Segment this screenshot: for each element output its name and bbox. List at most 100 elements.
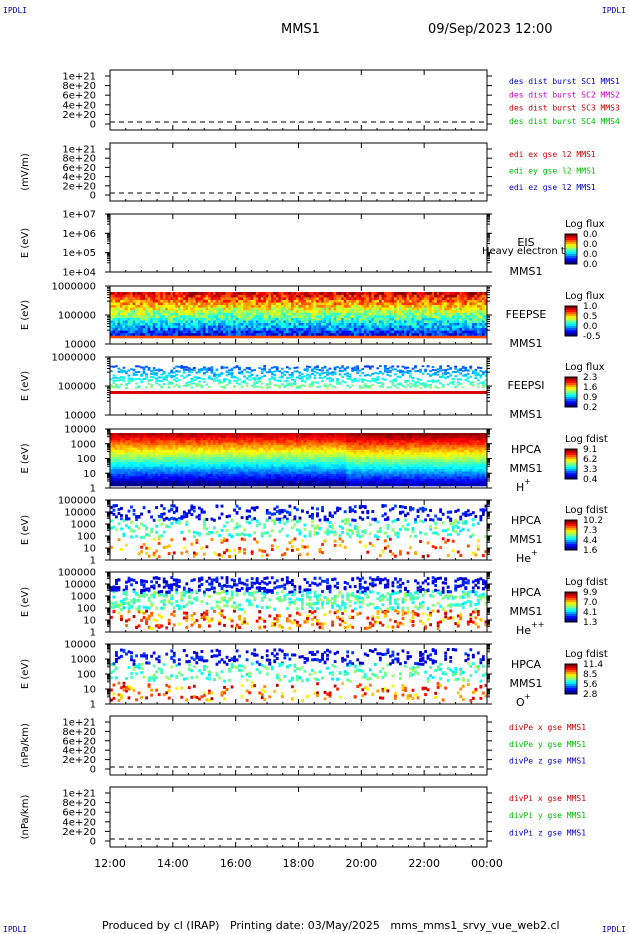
colorbar-step [565, 385, 577, 388]
heatmap-cell [474, 317, 478, 321]
heatmap-cell [285, 299, 289, 303]
heatmap-cell [208, 304, 211, 308]
heatmap-cell [260, 299, 264, 303]
heatmap-cell [110, 447, 113, 451]
heatmap-cell [391, 297, 395, 300]
heatmap-cell [449, 373, 453, 376]
heatmap-cell [110, 315, 113, 318]
heatmap-cell [434, 294, 438, 298]
heatmap-cell [220, 391, 224, 394]
heatmap-cell [245, 370, 249, 373]
heatmap-cell [301, 335, 304, 339]
heatmap-cell [172, 302, 176, 306]
heatmap-cell [240, 292, 244, 295]
heatmap-cell [333, 312, 337, 316]
heatmap-cell [233, 322, 236, 326]
heatmap-cell [454, 332, 458, 336]
heatmap-cell [424, 370, 427, 373]
heatmap-cell [215, 315, 219, 318]
heatmap-cell [265, 309, 269, 313]
heatmap-cell [409, 309, 412, 313]
heatmap-cell [295, 335, 299, 339]
heatmap-cell [110, 464, 113, 468]
heatmap-cell [175, 391, 179, 394]
heatmap-cell [253, 332, 257, 336]
heatmap-cell [230, 376, 234, 379]
heatmap-cell [411, 391, 415, 394]
heatmap-cell [280, 309, 284, 313]
heatmap-cell [459, 327, 463, 331]
heatmap-cell [386, 322, 390, 326]
heatmap-cell [182, 435, 186, 439]
heatmap-cell [275, 330, 279, 334]
heatmap-cell [396, 297, 400, 300]
heatmap-cell [195, 304, 199, 308]
heatmap-cell [371, 327, 375, 331]
heatmap-cell [358, 374, 362, 377]
heatmap-cell [268, 332, 272, 336]
heatmap-cell [127, 476, 131, 480]
heatmap-cell [361, 312, 365, 316]
heatmap-cell [444, 297, 448, 300]
heatmap-cell [444, 292, 448, 295]
heatmap-cell [336, 312, 340, 316]
heatmap-cell [162, 483, 166, 487]
y-tick-label: 6e+20 [62, 91, 96, 102]
heatmap-cell [155, 445, 159, 448]
heatmap-cell [293, 381, 297, 384]
colorbar-step [565, 401, 577, 404]
heatmap-cell [328, 322, 332, 326]
heatmap-cell [240, 330, 244, 334]
heatmap-cell [157, 332, 161, 336]
heatmap-cell [165, 302, 169, 306]
heatmap-cell [285, 304, 289, 308]
heatmap-cell [311, 369, 314, 372]
heatmap-cell [383, 307, 387, 311]
heatmap-cell [165, 461, 169, 465]
heatmap-cell [182, 437, 186, 441]
heatmap-cell [223, 307, 226, 311]
heatmap-cell [436, 297, 440, 300]
heatmap-cell [142, 315, 146, 318]
heatmap-cell [416, 377, 420, 380]
heatmap-cell [125, 391, 128, 394]
heatmap-cell [147, 309, 151, 313]
heatmap-cell [132, 471, 136, 475]
heatmap-cell [414, 335, 417, 339]
heatmap-cell [140, 381, 143, 384]
heatmap-cell [192, 476, 196, 480]
heatmap-cell [225, 297, 229, 300]
heatmap-cell [233, 366, 236, 369]
heatmap-cell [197, 433, 201, 436]
heatmap-cell [358, 327, 362, 331]
heatmap-cell [476, 320, 480, 323]
heatmap-cell [469, 325, 473, 329]
heatmap-cell [132, 292, 136, 295]
heatmap-cell [399, 294, 402, 298]
heatmap-cell [195, 452, 199, 455]
heatmap-cell [195, 294, 199, 298]
heatmap-cell [404, 325, 407, 329]
heatmap-cell [230, 307, 234, 311]
heatmap-cell [373, 315, 377, 318]
heatmap-cell [308, 366, 312, 369]
heatmap-cell [326, 307, 329, 311]
heatmap-cell [132, 317, 136, 321]
heatmap-cell [431, 327, 435, 331]
heatmap-cell [401, 294, 405, 298]
heatmap-cell [112, 437, 116, 441]
heatmap-cell [130, 302, 133, 306]
heatmap-cell [145, 433, 148, 436]
y-tick-label: 10000 [64, 340, 96, 351]
heatmap-cell [127, 437, 131, 441]
heatmap-cell [283, 332, 287, 336]
heatmap-cell [363, 335, 367, 339]
heatmap-cell [150, 317, 154, 321]
heatmap-cell [311, 294, 314, 298]
heatmap-cell [240, 302, 244, 306]
heatmap-cell [290, 322, 294, 326]
heatmap-cell [167, 381, 171, 384]
heatmap-cell [175, 471, 179, 475]
heatmap-cell [285, 315, 289, 318]
heatmap-cell [436, 309, 440, 313]
